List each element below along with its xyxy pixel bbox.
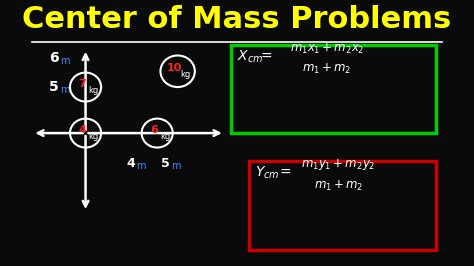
Text: kg: kg xyxy=(181,70,191,79)
Text: $m_1y_1 + m_2y_2$: $m_1y_1 + m_2y_2$ xyxy=(301,157,376,172)
Text: 4: 4 xyxy=(126,157,135,170)
Text: =: = xyxy=(261,50,273,64)
Text: 10: 10 xyxy=(167,63,182,73)
Text: $X_{cm}$: $X_{cm}$ xyxy=(237,49,263,65)
Text: $Y_{cm}$: $Y_{cm}$ xyxy=(255,164,280,181)
Text: m: m xyxy=(60,85,70,95)
Text: m: m xyxy=(136,161,146,171)
Text: m: m xyxy=(60,56,70,66)
Text: kg: kg xyxy=(160,132,171,141)
Text: $m_1x_1 + m_2x_2$: $m_1x_1 + m_2x_2$ xyxy=(290,42,364,56)
Text: =: = xyxy=(280,165,292,180)
Text: Center of Mass Problems: Center of Mass Problems xyxy=(22,6,452,35)
FancyBboxPatch shape xyxy=(231,45,436,133)
Text: 6: 6 xyxy=(49,51,58,65)
FancyBboxPatch shape xyxy=(249,161,436,250)
Text: $m_1 + m_2$: $m_1 + m_2$ xyxy=(302,62,352,76)
Text: 4: 4 xyxy=(78,125,86,135)
Text: m: m xyxy=(171,161,180,171)
Text: $m_1 + m_2$: $m_1 + m_2$ xyxy=(314,179,363,193)
Text: kg: kg xyxy=(89,132,99,141)
Text: 6: 6 xyxy=(150,125,158,135)
Text: 5: 5 xyxy=(161,157,170,170)
Text: 5: 5 xyxy=(49,80,58,94)
Text: 7: 7 xyxy=(78,79,86,89)
Text: kg: kg xyxy=(89,86,99,95)
